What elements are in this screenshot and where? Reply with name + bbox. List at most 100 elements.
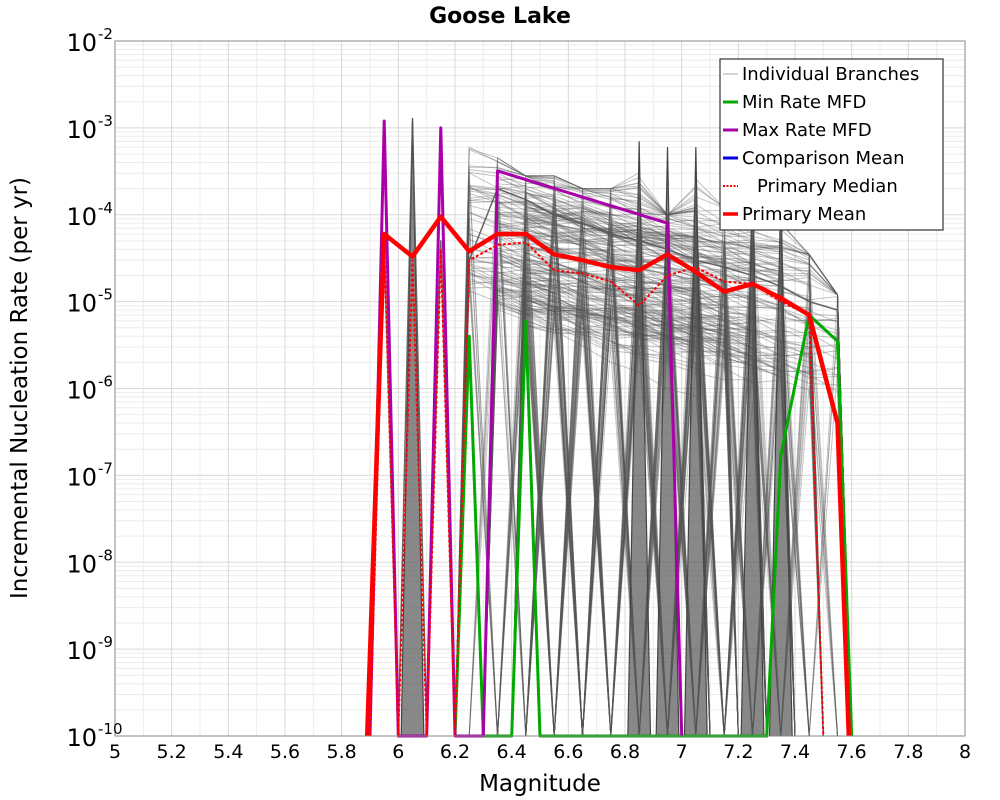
branch-line	[482, 241, 768, 737]
branch-line	[511, 297, 796, 737]
branch-line	[511, 179, 711, 737]
branch-line	[454, 275, 853, 737]
branch-line	[511, 213, 710, 737]
branch-line	[454, 271, 739, 737]
branch-line	[482, 289, 824, 737]
branch-line	[511, 313, 711, 737]
x-tick-label: 7.6	[837, 741, 867, 763]
branch-line	[454, 233, 768, 737]
branch-line	[511, 324, 852, 737]
branch-line	[454, 269, 768, 737]
branch-line	[511, 294, 853, 737]
branch-line	[511, 232, 739, 737]
branch-line	[511, 252, 739, 737]
branch-line	[511, 217, 739, 737]
branch-line	[454, 187, 796, 737]
branch-line	[511, 226, 739, 737]
y-tick-label: 10	[66, 550, 97, 578]
y-tick-exponent: -9	[98, 633, 113, 651]
branch-line	[482, 293, 768, 737]
branch-line	[511, 213, 711, 737]
branch-line	[511, 202, 796, 737]
branch-line	[482, 299, 824, 737]
branch-line	[511, 299, 853, 737]
branch-line	[511, 190, 739, 737]
branch-line	[482, 289, 710, 737]
y-tick-exponent: -2	[98, 25, 113, 43]
branch-line	[511, 250, 739, 737]
legend-box	[719, 58, 944, 231]
branch-line	[454, 248, 711, 737]
branch-line	[482, 295, 711, 737]
y-tick-label: 10	[66, 29, 97, 57]
branch-line	[482, 196, 768, 737]
x-tick-labels: 5 5.2 5.4 5.6 5.8 6 6.2 6.4 6.6 6.8 7 7.2 7.4 7.6 7.8 8	[109, 741, 971, 763]
branch-line	[511, 273, 739, 737]
y-tick-label: 10	[66, 203, 97, 231]
branch-line	[455, 202, 739, 737]
branch-line	[482, 294, 768, 737]
branch-line	[454, 280, 853, 737]
branch-line	[454, 216, 739, 737]
branch-line	[511, 205, 853, 737]
x-tick-label: 6.6	[553, 741, 583, 763]
x-tick-label: 5.8	[327, 741, 357, 763]
branch-line	[454, 256, 853, 737]
branch-line	[454, 280, 795, 737]
branch-line	[454, 165, 711, 737]
branch-line	[482, 185, 824, 737]
branch-line	[455, 191, 853, 737]
y-tick-exponent: -10	[98, 720, 123, 738]
branch-line	[511, 207, 739, 737]
branch-line	[511, 216, 853, 737]
y-tick-exponent: -3	[98, 112, 113, 130]
y-tick-exponent: -4	[98, 199, 113, 217]
branch-line	[482, 287, 824, 737]
branch-line	[482, 185, 710, 737]
branch-line	[511, 199, 853, 737]
branch-line	[482, 215, 711, 737]
y-tick-label: 10	[66, 377, 97, 405]
branch-line	[511, 284, 852, 737]
branch-line	[511, 292, 852, 737]
legend-label: Individual Branches	[742, 64, 919, 85]
branch-line	[511, 300, 796, 737]
branch-line	[482, 288, 824, 737]
branch-line	[511, 211, 739, 737]
branch-line	[511, 186, 711, 737]
y-tick-exponent: -5	[98, 286, 113, 304]
legend-label: Max Rate MFD	[742, 120, 872, 141]
branch-line	[482, 302, 768, 737]
branch-line	[482, 200, 768, 737]
branch-line	[454, 146, 711, 737]
branch-line	[454, 169, 853, 737]
branch-line	[511, 207, 796, 737]
branch-line	[454, 259, 710, 737]
branch-line	[511, 309, 853, 737]
branch-line	[454, 257, 853, 737]
branch-line	[511, 221, 796, 737]
branch-line	[511, 241, 739, 737]
branch-line	[482, 289, 739, 737]
branch-line	[511, 271, 853, 737]
x-axis-title: Magnitude	[479, 771, 601, 797]
branch-line	[454, 290, 711, 737]
x-tick-label: 6.8	[610, 741, 640, 763]
branch-line	[454, 233, 739, 737]
branch-line	[482, 157, 739, 737]
branch-line	[482, 211, 824, 737]
branch-line	[511, 308, 853, 737]
branch-line	[511, 269, 796, 737]
branch-line	[511, 297, 853, 737]
x-tick-label: 5.4	[213, 741, 243, 763]
y-axis-title: Incremental Nucleation Rate (per yr)	[7, 177, 33, 599]
branch-line	[511, 223, 711, 737]
legend-label: Min Rate MFD	[742, 92, 866, 113]
y-tick-label: 10	[66, 463, 97, 491]
branch-line	[511, 243, 852, 737]
branch-line	[511, 235, 853, 737]
branch-line	[483, 275, 768, 737]
x-tick-label: 5.6	[270, 741, 300, 763]
branch-line	[482, 272, 824, 737]
